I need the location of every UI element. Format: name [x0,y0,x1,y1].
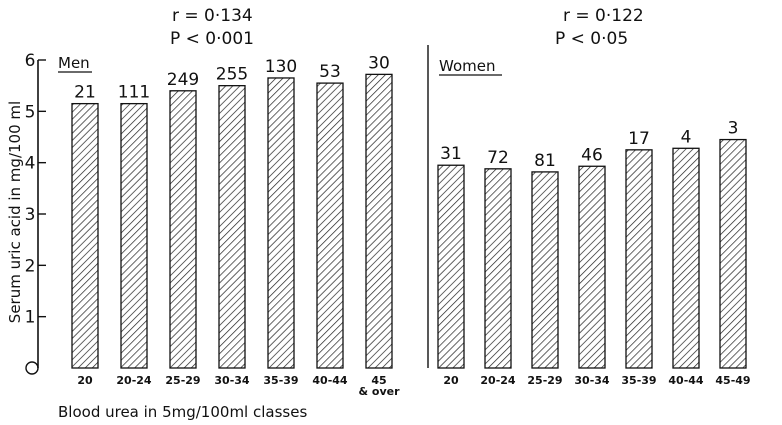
men-panel-title: Men [58,54,90,72]
men-category-label: 40-44 [312,374,348,387]
women-stat-r: r = 0·122 [563,6,644,26]
women-stat-p: P < 0·05 [555,29,628,49]
women-category-label: 30-34 [574,374,610,387]
men-category-label: 35-39 [263,374,298,387]
men-bar [267,77,295,369]
women-bar [719,138,747,369]
y-tick-label: 5 [25,102,36,122]
women-bar-count-label: 4 [681,127,692,147]
y-tick-label: 2 [25,256,36,276]
men-bar-count-label: 249 [167,70,199,90]
men-stat-r: r = 0·134 [172,6,253,26]
women-bar-count-label: 31 [440,144,462,164]
women-panel-title: Women [439,57,495,75]
panel-men: 21 20 111 20-24 249 25-29 255 30-34 130 35-39 53 40… [71,53,400,398]
men-bar [71,102,99,369]
women-category-label: 35-39 [621,374,656,387]
men-category-label: 20-24 [116,374,152,387]
men-bar-count-label: 255 [216,65,248,85]
women-bar [625,149,653,369]
women-category-label: 20 [443,374,459,387]
panel-women: 31 20 72 20-24 81 25-29 46 30-34 17 35-39 4 40-44 3 4… [437,119,751,387]
women-bar [672,147,700,369]
men-bar-count-label: 130 [265,57,297,77]
women-bar [578,165,606,369]
women-bar-count-label: 46 [581,145,603,165]
y-tick-label: 4 [25,154,36,174]
y-axis-origin-mark [25,361,39,375]
men-stat-p: P < 0·001 [170,29,254,49]
women-bar-count-label: 72 [487,148,509,168]
women-category-label: 25-29 [527,374,562,387]
women-bar-count-label: 17 [628,129,650,149]
men-category-label: 45 [371,374,386,387]
women-bar-count-label: 3 [728,119,739,139]
men-bar [120,102,148,369]
women-bar [531,171,559,369]
men-category-label: & over [358,385,400,398]
y-tick-label: 1 [25,308,36,328]
y-tick-label: 3 [25,205,36,225]
men-bar [365,73,393,369]
men-bar-count-label: 30 [368,53,390,73]
men-bar [169,90,197,369]
men-category-label: 30-34 [214,374,250,387]
women-category-label: 20-24 [480,374,516,387]
women-bar-count-label: 81 [534,151,556,171]
x-axis-title: Blood urea in 5mg/100ml classes [58,403,307,421]
men-category-label: 25-29 [165,374,200,387]
women-category-label: 45-49 [715,374,750,387]
men-category-label: 20 [77,374,93,387]
men-bar-count-label: 53 [319,62,341,82]
men-bar [316,82,344,369]
men-bar [218,85,246,369]
y-axis-title: Serum uric acid in mg/100 ml [6,101,24,323]
women-bar [437,164,465,369]
women-bar [484,168,512,369]
y-axis-ticks: 1 2 3 4 5 6 [25,51,46,328]
men-bar-count-label: 21 [74,83,96,103]
women-category-label: 40-44 [668,374,704,387]
y-tick-label: 6 [25,51,36,71]
men-bar-count-label: 111 [118,83,150,103]
